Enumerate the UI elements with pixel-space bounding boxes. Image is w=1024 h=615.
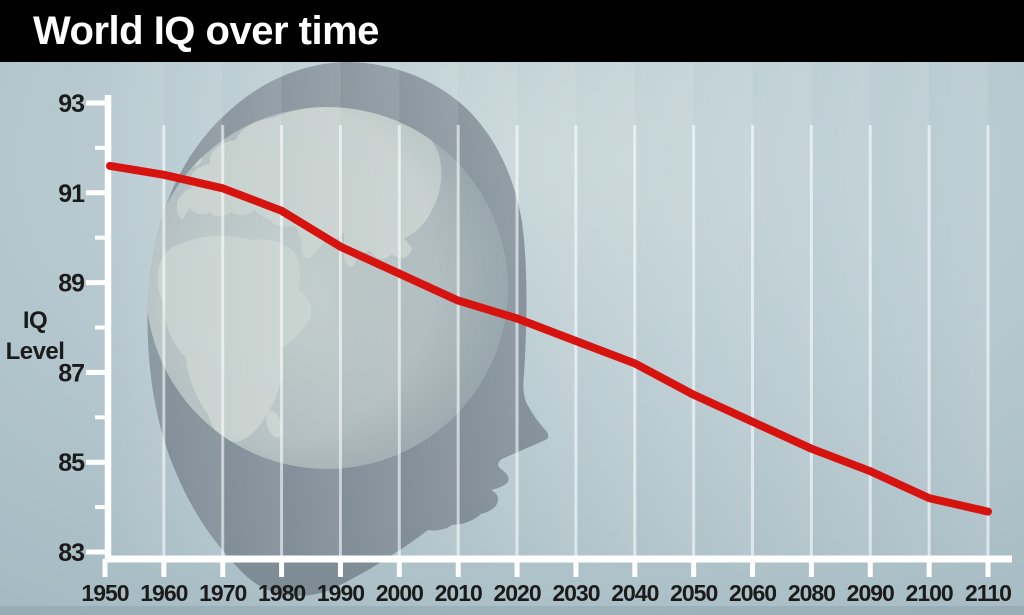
y-tick-label: 89	[58, 270, 84, 298]
x-tick-label: 2040	[611, 580, 658, 606]
band-column	[575, 62, 635, 556]
axis-ticks	[86, 100, 991, 577]
y-axis-title: IQ Level	[4, 305, 66, 367]
x-tick-label: 1980	[258, 580, 305, 606]
band-column	[517, 62, 576, 556]
band-column	[752, 62, 812, 556]
y-tick-label: 85	[58, 449, 85, 477]
band-column	[105, 62, 164, 556]
y-tick-label: 83	[58, 539, 84, 567]
x-tick-label: 1950	[81, 580, 128, 606]
gridlines	[162, 125, 990, 556]
band-column	[634, 62, 694, 556]
x-tick-label: 2080	[788, 580, 835, 606]
x-tick-label: 2090	[847, 580, 894, 606]
bottom-edge-shading	[0, 606, 1024, 615]
iq-line-series	[106, 161, 992, 516]
title-bar: World IQ over time	[0, 0, 1024, 62]
x-tick-label: 2100	[906, 580, 953, 606]
y-axis-title-line2: Level	[5, 338, 65, 365]
x-tick-label: 2030	[552, 580, 599, 606]
x-tick-label: 2060	[729, 580, 776, 606]
x-tick-label: 1970	[199, 580, 246, 606]
y-tick-label: 87	[58, 359, 84, 387]
x-tick-label: 2110	[965, 580, 1011, 606]
band-column	[399, 62, 459, 556]
band-column	[693, 62, 753, 556]
axis-labels: 1950 1960 1970 1980 1990 2000 2010 2020 2030 2040…	[58, 90, 1012, 606]
band-column	[163, 62, 223, 556]
y-tick-label: 91	[58, 180, 85, 208]
x-tick-label: 2010	[435, 580, 482, 606]
y-axis-title-line1: IQ	[22, 307, 48, 334]
x-tick-label: 1960	[140, 580, 187, 606]
band-column	[340, 62, 400, 556]
y-tick-label: 93	[58, 90, 84, 118]
x-tick-label: 2050	[670, 580, 717, 606]
x-tick-label: 2000	[376, 580, 423, 606]
band-column	[281, 62, 341, 556]
band-column	[222, 62, 282, 556]
background-banding	[105, 62, 988, 556]
band-column	[811, 62, 871, 556]
x-tick-label: 1990	[317, 580, 364, 606]
page-title: World IQ over time	[33, 9, 379, 53]
x-tick-label: 2020	[493, 580, 540, 606]
band-column	[929, 62, 988, 556]
